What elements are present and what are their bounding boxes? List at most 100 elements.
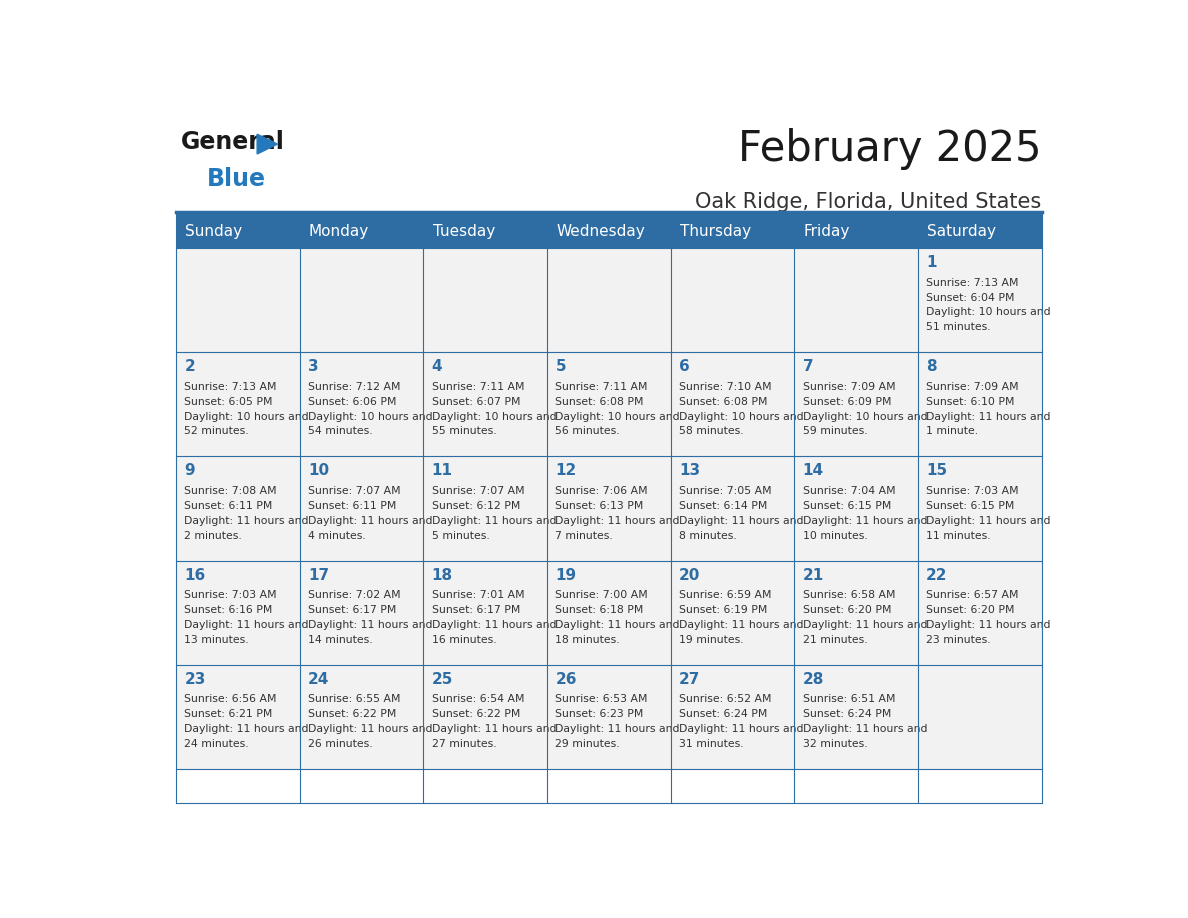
Bar <box>299 561 423 665</box>
Text: Sunset: 6:07 PM: Sunset: 6:07 PM <box>431 397 520 407</box>
Text: Sunrise: 6:53 AM: Sunrise: 6:53 AM <box>555 694 647 704</box>
Text: Daylight: 11 hours and: Daylight: 11 hours and <box>308 620 432 630</box>
Text: 58 minutes.: 58 minutes. <box>680 426 744 436</box>
Text: Sunset: 6:23 PM: Sunset: 6:23 PM <box>555 710 644 720</box>
Text: 14: 14 <box>803 464 823 478</box>
Text: Sunrise: 7:08 AM: Sunrise: 7:08 AM <box>184 486 277 496</box>
Text: 8: 8 <box>927 359 937 375</box>
Bar <box>546 665 671 769</box>
Text: 59 minutes.: 59 minutes. <box>803 426 867 436</box>
Text: Oak Ridge, Florida, United States: Oak Ridge, Florida, United States <box>695 192 1042 212</box>
Text: 14 minutes.: 14 minutes. <box>308 634 373 644</box>
Text: Sunset: 6:11 PM: Sunset: 6:11 PM <box>184 501 273 511</box>
Text: Daylight: 11 hours and: Daylight: 11 hours and <box>555 724 680 734</box>
Text: 54 minutes.: 54 minutes. <box>308 426 373 436</box>
Text: 7 minutes.: 7 minutes. <box>555 531 613 541</box>
Text: Sunset: 6:22 PM: Sunset: 6:22 PM <box>308 710 397 720</box>
Text: Sunset: 6:12 PM: Sunset: 6:12 PM <box>431 501 520 511</box>
Bar <box>795 248 918 353</box>
Bar <box>546 561 671 665</box>
Text: Daylight: 11 hours and: Daylight: 11 hours and <box>803 620 927 630</box>
Text: Sunrise: 7:09 AM: Sunrise: 7:09 AM <box>927 382 1019 392</box>
Text: Daylight: 11 hours and: Daylight: 11 hours and <box>555 516 680 526</box>
Text: 18: 18 <box>431 567 453 583</box>
Text: Sunset: 6:05 PM: Sunset: 6:05 PM <box>184 397 273 407</box>
Text: 27 minutes.: 27 minutes. <box>431 739 497 749</box>
Text: 26: 26 <box>555 672 577 687</box>
Text: Sunset: 6:22 PM: Sunset: 6:22 PM <box>431 710 520 720</box>
Text: Daylight: 11 hours and: Daylight: 11 hours and <box>680 516 803 526</box>
Text: Daylight: 11 hours and: Daylight: 11 hours and <box>680 620 803 630</box>
Text: 55 minutes.: 55 minutes. <box>431 426 497 436</box>
Text: 23 minutes.: 23 minutes. <box>927 634 991 644</box>
Text: 27: 27 <box>680 672 701 687</box>
Text: Sunrise: 7:13 AM: Sunrise: 7:13 AM <box>184 382 277 392</box>
Text: Wednesday: Wednesday <box>556 224 645 239</box>
Text: Sunrise: 7:00 AM: Sunrise: 7:00 AM <box>555 590 649 600</box>
Text: Sunset: 6:11 PM: Sunset: 6:11 PM <box>308 501 397 511</box>
Text: Sunrise: 7:05 AM: Sunrise: 7:05 AM <box>680 486 771 496</box>
Text: 2: 2 <box>184 359 195 375</box>
Text: Sunset: 6:16 PM: Sunset: 6:16 PM <box>184 605 273 615</box>
Text: Daylight: 10 hours and: Daylight: 10 hours and <box>184 411 309 421</box>
Text: Sunrise: 6:55 AM: Sunrise: 6:55 AM <box>308 694 400 704</box>
Bar <box>795 456 918 561</box>
Bar <box>546 353 671 456</box>
Text: Daylight: 11 hours and: Daylight: 11 hours and <box>927 411 1050 421</box>
Text: Sunset: 6:08 PM: Sunset: 6:08 PM <box>680 397 767 407</box>
Text: Daylight: 11 hours and: Daylight: 11 hours and <box>927 620 1050 630</box>
Text: Sunset: 6:09 PM: Sunset: 6:09 PM <box>803 397 891 407</box>
Text: February 2025: February 2025 <box>738 128 1042 170</box>
Text: 16 minutes.: 16 minutes. <box>431 634 497 644</box>
Text: 21 minutes.: 21 minutes. <box>803 634 867 644</box>
Text: 26 minutes.: 26 minutes. <box>308 739 373 749</box>
Bar <box>176 248 299 353</box>
Text: Sunrise: 7:03 AM: Sunrise: 7:03 AM <box>184 590 277 600</box>
Text: Sunset: 6:04 PM: Sunset: 6:04 PM <box>927 293 1015 303</box>
Text: Sunrise: 6:52 AM: Sunrise: 6:52 AM <box>680 694 771 704</box>
Text: 4 minutes.: 4 minutes. <box>308 531 366 541</box>
Text: Daylight: 11 hours and: Daylight: 11 hours and <box>184 724 309 734</box>
Bar <box>176 561 299 665</box>
Bar <box>423 248 546 353</box>
Text: 52 minutes.: 52 minutes. <box>184 426 249 436</box>
Text: Sunset: 6:08 PM: Sunset: 6:08 PM <box>555 397 644 407</box>
Bar <box>423 353 546 456</box>
Text: 25: 25 <box>431 672 453 687</box>
Text: Daylight: 11 hours and: Daylight: 11 hours and <box>803 724 927 734</box>
Bar <box>918 456 1042 561</box>
Text: Sunrise: 7:06 AM: Sunrise: 7:06 AM <box>555 486 647 496</box>
Text: 4: 4 <box>431 359 442 375</box>
Bar <box>918 665 1042 769</box>
Text: Sunset: 6:14 PM: Sunset: 6:14 PM <box>680 501 767 511</box>
Bar <box>546 248 671 353</box>
Text: 5 minutes.: 5 minutes. <box>431 531 489 541</box>
Text: 11: 11 <box>431 464 453 478</box>
Text: 16: 16 <box>184 567 206 583</box>
Text: Sunrise: 6:54 AM: Sunrise: 6:54 AM <box>431 694 524 704</box>
Bar <box>176 353 299 456</box>
Text: 15: 15 <box>927 464 947 478</box>
Text: 24: 24 <box>308 672 329 687</box>
Text: 6: 6 <box>680 359 690 375</box>
Text: 56 minutes.: 56 minutes. <box>555 426 620 436</box>
Text: Monday: Monday <box>309 224 369 239</box>
Text: Sunrise: 7:11 AM: Sunrise: 7:11 AM <box>555 382 647 392</box>
Text: 20: 20 <box>680 567 701 583</box>
Text: Daylight: 11 hours and: Daylight: 11 hours and <box>184 516 309 526</box>
Bar <box>918 353 1042 456</box>
Text: Sunset: 6:20 PM: Sunset: 6:20 PM <box>803 605 891 615</box>
Text: Saturday: Saturday <box>927 224 997 239</box>
Text: Daylight: 11 hours and: Daylight: 11 hours and <box>803 516 927 526</box>
Text: 23: 23 <box>184 672 206 687</box>
Text: 28: 28 <box>803 672 824 687</box>
Text: Sunset: 6:18 PM: Sunset: 6:18 PM <box>555 605 644 615</box>
Text: Daylight: 10 hours and: Daylight: 10 hours and <box>308 411 432 421</box>
Text: 11 minutes.: 11 minutes. <box>927 531 991 541</box>
Text: Sunset: 6:17 PM: Sunset: 6:17 PM <box>308 605 397 615</box>
Text: 22: 22 <box>927 567 948 583</box>
Text: 21: 21 <box>803 567 823 583</box>
Bar <box>795 353 918 456</box>
Text: Daylight: 11 hours and: Daylight: 11 hours and <box>431 724 556 734</box>
Text: Sunset: 6:24 PM: Sunset: 6:24 PM <box>680 710 767 720</box>
